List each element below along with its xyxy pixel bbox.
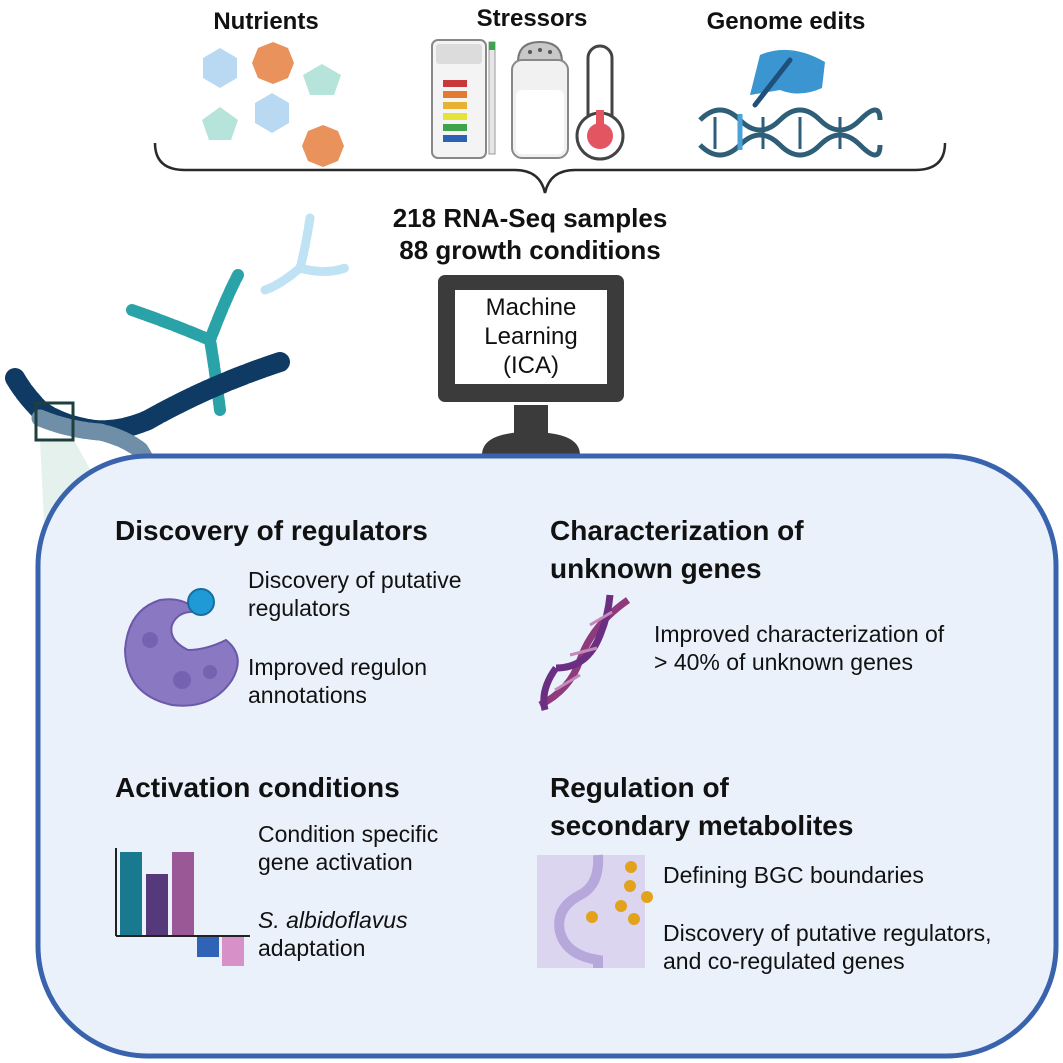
- screen-line-2: Learning: [484, 323, 578, 350]
- metabolites-title-line-2: secondary metabolites: [550, 810, 854, 841]
- regulators-item-2: Improved regulon annotations: [248, 653, 427, 709]
- metabolites-item-2-line-1: Discovery of putative regulators,: [663, 920, 992, 946]
- results-panel: [35, 453, 1059, 1059]
- regulators-item-1: Discovery of putative regulators: [248, 566, 461, 622]
- screen-line-1: Machine: [485, 294, 577, 321]
- unknown-genes-item-1-line-1: Improved characterization of: [654, 621, 945, 647]
- dna-helix-icon: [538, 594, 631, 711]
- unknown-genes-title-line-2: unknown genes: [550, 553, 762, 584]
- activation-item-1-line-2: gene activation: [258, 849, 413, 875]
- activation-item-2-line-2: adaptation: [258, 935, 366, 961]
- nutrients-label: Nutrients: [213, 8, 319, 35]
- metabolites-item-2: Discovery of putative regulators, and co…: [663, 919, 992, 975]
- screen-line-3: (ICA): [503, 352, 559, 379]
- regulators-item-2-line-1: Improved regulon: [248, 654, 427, 680]
- thermometer-icon: [575, 44, 625, 161]
- metabolites-item-2-line-2: and co-regulated genes: [663, 948, 905, 974]
- activation-title: Activation conditions: [115, 772, 400, 803]
- brace: [153, 142, 947, 194]
- conditions-count: 88 growth conditions: [399, 235, 661, 265]
- species-name: S. albidoflavus: [258, 907, 408, 933]
- metabolites-item-1: Defining BGC boundaries: [663, 862, 924, 888]
- computer-monitor: [438, 275, 624, 455]
- metabolites-title: Regulation of secondary metabolites: [550, 769, 853, 845]
- salt-shaker-icon: [511, 40, 569, 159]
- regulators-item-1-line-2: regulators: [248, 595, 351, 621]
- regulators-title: Discovery of regulators: [115, 515, 428, 546]
- dna-edit-icon: [698, 49, 883, 158]
- regulators-item-2-line-2: annotations: [248, 682, 367, 708]
- unknown-genes-title: Characterization of unknown genes: [550, 512, 804, 588]
- ph-strip-icon: [431, 39, 496, 159]
- samples-count: 218 RNA-Seq samples: [392, 203, 668, 233]
- membrane-icon: [537, 854, 653, 968]
- protein-icon: [123, 588, 239, 707]
- zoom-square: [34, 401, 75, 442]
- data-summary: 218 RNA-Seq samples 88 growth conditions: [330, 202, 730, 266]
- regulators-item-1-line-1: Discovery of putative: [248, 567, 462, 593]
- unknown-genes-title-line-1: Characterization of: [550, 515, 804, 546]
- bar-chart-icon: [115, 848, 250, 966]
- nutrient-icons: [202, 42, 344, 167]
- screen-label: Machine Learning (ICA): [455, 293, 607, 380]
- activation-item-1-line-1: Condition specific: [258, 821, 439, 847]
- genome-edits-label: Genome edits: [706, 8, 866, 35]
- metabolites-title-line-1: Regulation of: [550, 772, 729, 803]
- unknown-genes-item-1-line-2: > 40% of unknown genes: [654, 649, 913, 675]
- unknown-genes-item-1: Improved characterization of > 40% of un…: [654, 620, 944, 676]
- stressors-label: Stressors: [476, 5, 588, 32]
- activation-item-2: S. albidoflavus adaptation: [258, 906, 408, 962]
- activation-item-1: Condition specific gene activation: [258, 820, 438, 876]
